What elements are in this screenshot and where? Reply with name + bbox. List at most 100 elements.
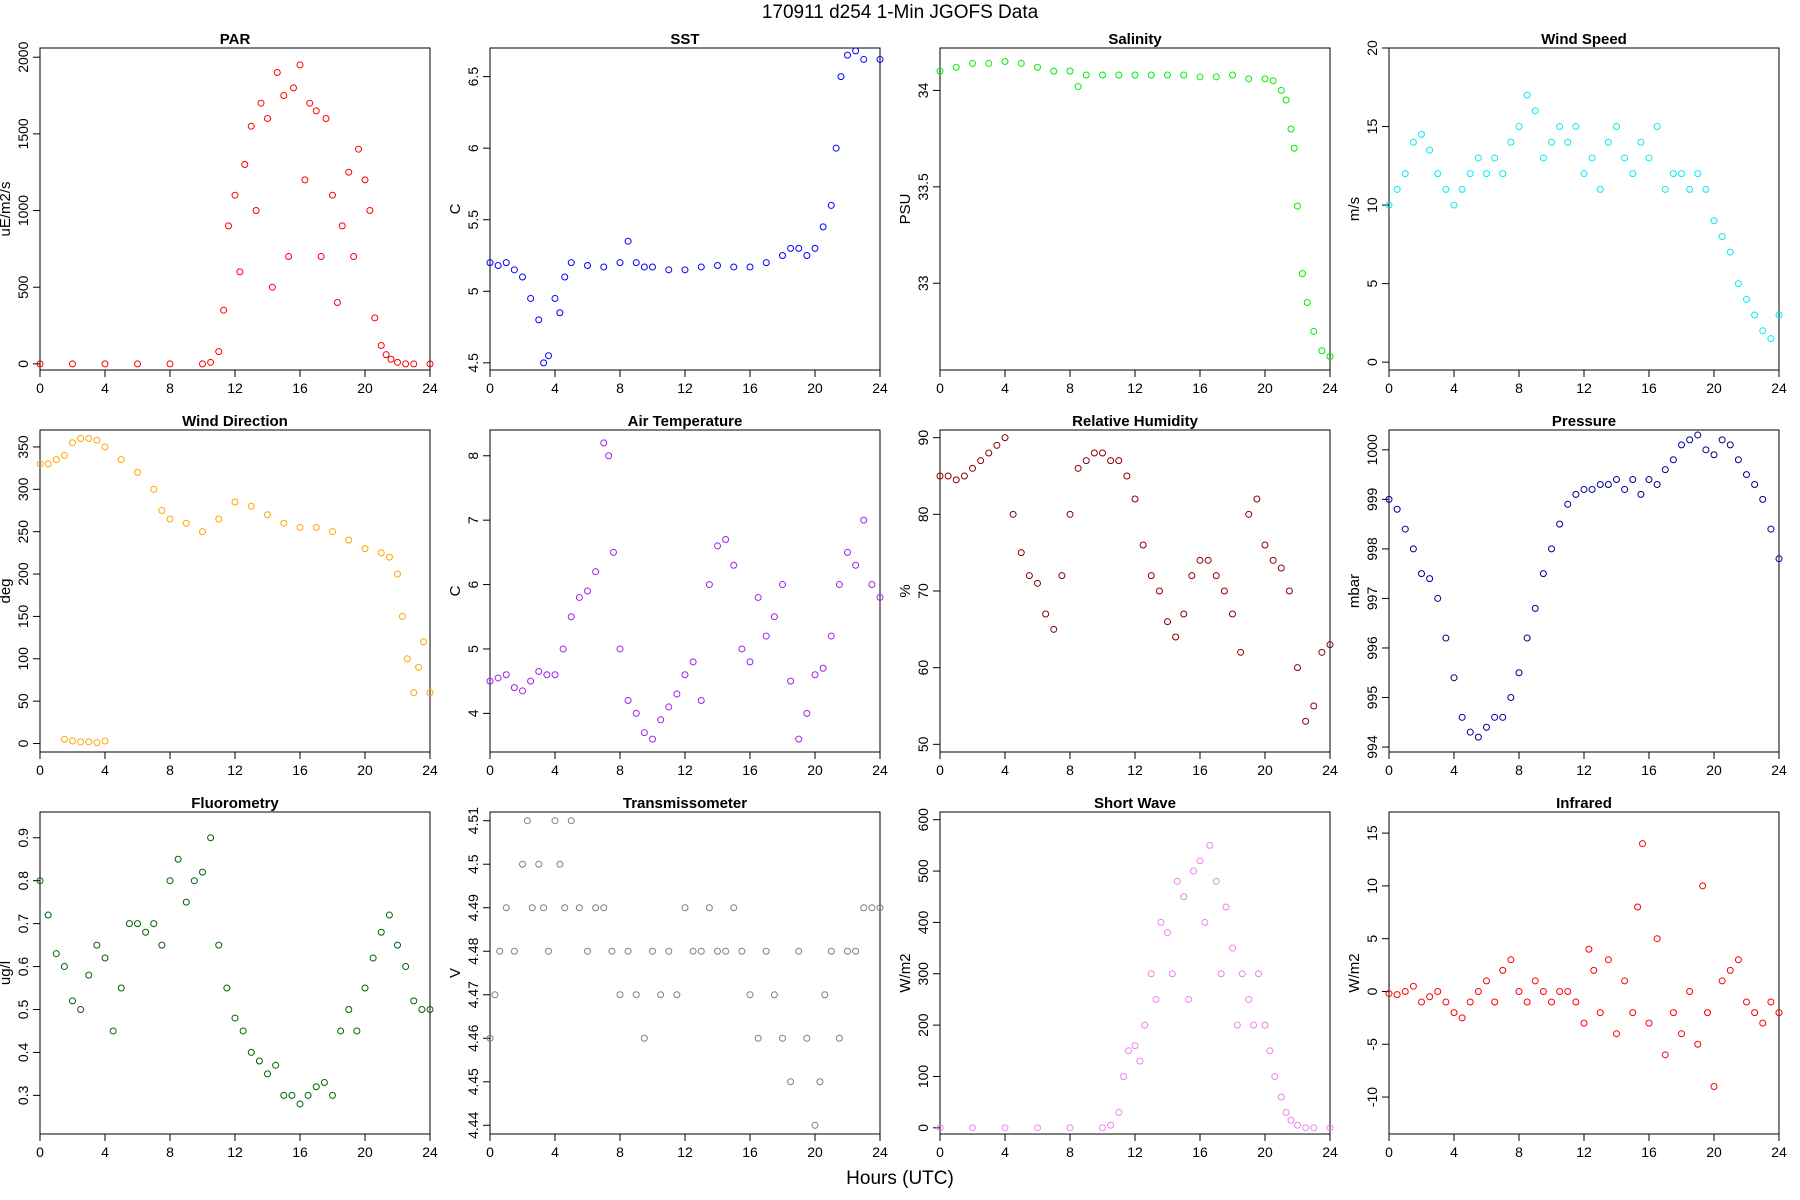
data-point <box>762 259 770 267</box>
data-point <box>1588 154 1596 162</box>
y-tick-label: -5 <box>1364 1038 1380 1051</box>
data-point <box>257 99 265 107</box>
data-point <box>1120 1072 1128 1080</box>
data-point <box>44 460 52 468</box>
data-point <box>1245 995 1253 1003</box>
y-tick-label: 300 <box>15 477 31 501</box>
data-point <box>1271 1072 1279 1080</box>
data-point <box>1686 185 1694 193</box>
x-tick-label: 4 <box>101 380 109 396</box>
data-point <box>1426 575 1434 583</box>
data-point <box>835 581 843 589</box>
data-point <box>1302 717 1310 725</box>
data-point <box>322 115 330 123</box>
y-tick-label: 996 <box>1364 636 1380 660</box>
x-tick-label: 0 <box>1385 762 1393 778</box>
data-point <box>1147 572 1155 580</box>
data-point <box>1531 977 1539 985</box>
data-point <box>36 877 44 885</box>
data-point <box>1556 123 1564 131</box>
data-points <box>936 57 1334 361</box>
data-point <box>247 122 255 130</box>
panel-infrared: Infrared 0 4 8 12 16 20 24 -10 -5 0 5 10 15 W/m2 <box>1346 795 1787 1160</box>
panel-title: Wind Speed <box>1541 31 1627 48</box>
data-point <box>1474 733 1482 741</box>
data-point <box>1702 185 1710 193</box>
data-point <box>264 1070 271 1078</box>
y-tick-label: 80 <box>915 506 931 522</box>
data-point <box>69 997 76 1005</box>
x-tick-label: 12 <box>1127 380 1143 396</box>
data-point <box>540 359 548 367</box>
plot-frame <box>489 47 881 371</box>
data-point <box>158 941 166 949</box>
data-point <box>1694 170 1702 178</box>
data-point <box>561 273 569 281</box>
data-point <box>545 947 552 955</box>
panel-wind-direction: Wind Direction 0 4 8 12 16 20 24 0 50 100 150 200 250… <box>0 413 438 778</box>
data-point <box>616 991 624 999</box>
data-point <box>697 696 705 704</box>
data-point <box>1082 71 1090 79</box>
data-point <box>93 739 101 747</box>
data-point <box>1180 610 1188 618</box>
data-point <box>329 191 336 199</box>
y-tick-label: 6 <box>465 144 481 152</box>
x-tick-label: 4 <box>1450 762 1458 778</box>
data-point <box>320 1078 328 1086</box>
data-point <box>770 991 778 999</box>
data-point <box>868 904 876 912</box>
data-point <box>1277 86 1285 94</box>
data-point <box>1277 1093 1285 1101</box>
y-tick-label: 0.5 <box>15 1000 31 1020</box>
data-point <box>1564 987 1572 995</box>
y-tick-label: 998 <box>1364 537 1380 561</box>
data-point <box>665 703 673 711</box>
y-axis-label: mbar <box>1346 574 1363 608</box>
data-point <box>109 1027 117 1035</box>
y-axis-label: C <box>447 203 464 214</box>
data-point <box>60 451 68 459</box>
data-point <box>1107 457 1115 465</box>
data-point <box>1694 1040 1702 1048</box>
data-point <box>1185 995 1193 1003</box>
data-point <box>1669 170 1677 178</box>
panel-title: Salinity <box>1108 31 1162 48</box>
data-points <box>1385 431 1783 741</box>
data-point <box>852 561 860 569</box>
y-tick-label: 10 <box>1364 197 1380 213</box>
data-point <box>527 677 535 685</box>
data-point <box>1523 998 1531 1006</box>
data-point <box>77 1005 85 1013</box>
data-point <box>117 456 125 464</box>
data-point <box>787 677 795 685</box>
data-point <box>264 511 271 519</box>
data-point <box>1409 545 1417 553</box>
y-tick-label: 997 <box>1364 587 1380 611</box>
data-point <box>624 947 632 955</box>
data-point <box>844 548 851 556</box>
y-tick-label: 300 <box>915 962 931 986</box>
y-tick-label: 33 <box>915 275 931 291</box>
data-point <box>1645 1019 1653 1027</box>
data-point <box>844 51 851 59</box>
plot-frame <box>489 429 881 753</box>
data-point <box>1507 138 1515 146</box>
data-point <box>255 1057 263 1065</box>
data-point <box>1678 1030 1685 1038</box>
data-point <box>605 452 613 460</box>
data-point <box>1025 572 1033 580</box>
data-point <box>535 316 543 324</box>
data-point <box>1074 83 1082 91</box>
data-point <box>1678 170 1685 178</box>
data-point <box>69 360 76 368</box>
x-tick-label: 20 <box>1706 1144 1722 1160</box>
y-tick-label: 100 <box>915 1065 931 1089</box>
data-point <box>1418 998 1425 1006</box>
data-point <box>575 593 583 601</box>
data-point <box>1678 441 1685 449</box>
data-point <box>510 947 518 955</box>
data-point <box>738 947 746 955</box>
data-point <box>69 439 76 447</box>
data-point <box>551 817 559 825</box>
